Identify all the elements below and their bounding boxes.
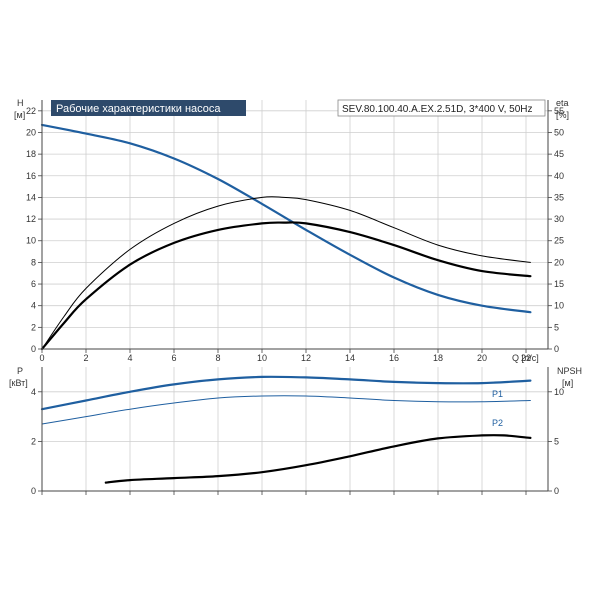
tick-label-right: 45 (554, 149, 564, 159)
tick-label-x: 22 (521, 353, 531, 363)
series-line-npsh (104, 434, 532, 484)
tick-label-right: 50 (554, 127, 564, 137)
tick-label-x: 10 (257, 353, 267, 363)
bottom-y-left-unit: [кВт] (9, 378, 28, 388)
chart-subtitle: SEV.80.100.40.A.EX.2.51D, 3*400 V, 50Hz (342, 104, 533, 115)
y-right-label: eta (556, 98, 569, 108)
tick-label-right: 55 (554, 106, 564, 116)
series-line-h (40, 123, 532, 314)
tick-label-x: 14 (345, 353, 355, 363)
tick-label-right: 0 (554, 344, 559, 354)
series-label-p1: P1 (492, 389, 503, 399)
tick-label-left: 18 (26, 149, 36, 159)
title-box (51, 100, 246, 116)
tick-label-left: 16 (26, 171, 36, 181)
series-line-eta-thin (41, 196, 531, 350)
tick-label-right: 35 (554, 192, 564, 202)
bottom-y-right-label: NPSH (557, 366, 582, 376)
tick-label-right: 25 (554, 236, 564, 246)
tick-label-right: 30 (554, 214, 564, 224)
bottom-y-left-label: P (17, 366, 23, 376)
top-grid (42, 100, 548, 349)
bottom-y-right-unit: [м] (562, 378, 573, 388)
tick-label-left: 0 (31, 344, 36, 354)
tick-label-right: 10 (554, 301, 564, 311)
tick-label-right: 20 (554, 257, 564, 267)
tick-label-left: 20 (26, 127, 36, 137)
tick-label-left: 22 (26, 106, 36, 116)
tick-label-right: 40 (554, 171, 564, 181)
series-label-p2: P2 (492, 418, 503, 428)
tick-label-x: 16 (389, 353, 399, 363)
tick-label-x: 18 (433, 353, 443, 363)
tick-label-left: 10 (26, 236, 36, 246)
tick-label-left: 6 (31, 279, 36, 289)
tick-label-left: 4 (31, 301, 36, 311)
top-panel: 0246810121416182022051015202530354045505… (14, 98, 569, 363)
tick-label-x: 8 (215, 353, 220, 363)
tick-label-left: 4 (31, 387, 36, 397)
tick-label-left: 14 (26, 192, 36, 202)
tick-label-right: 15 (554, 279, 564, 289)
tick-label-right: 10 (554, 387, 564, 397)
tick-label-left: 2 (31, 322, 36, 332)
top-series (40, 123, 532, 351)
top-ticks: 0246810121416182022051015202530354045505… (26, 106, 564, 363)
tick-label-x: 20 (477, 353, 487, 363)
tick-label-right: 0 (554, 486, 559, 496)
x-axis-label: Q [л/с] (512, 353, 539, 363)
tick-label-x: 2 (83, 353, 88, 363)
y-right-unit: [%] (556, 110, 569, 120)
tick-label-left: 2 (31, 436, 36, 446)
tick-label-right: 5 (554, 322, 559, 332)
series-line-eta-bold (40, 221, 532, 351)
model-box (337, 99, 546, 117)
tick-label-left: 12 (26, 214, 36, 224)
series-line-p1 (40, 375, 532, 411)
bottom-plot-area (42, 367, 548, 491)
series-line-p2 (41, 395, 531, 425)
tick-label-x: 6 (171, 353, 176, 363)
bottom-panel: 0 2 4 0 5 10 P [кВт] NPSH [м] P1 P2 (9, 366, 582, 496)
tick-label-x: 0 (39, 353, 44, 363)
y-left-unit: [м] (14, 110, 25, 120)
y-left-label: H (17, 98, 24, 108)
bottom-ticks: 0 2 4 0 5 10 (31, 387, 564, 496)
chart-title: Рабочие характеристики насоса (56, 103, 221, 115)
tick-label-right: 5 (554, 436, 559, 446)
tick-label-left: 8 (31, 257, 36, 267)
tick-label-x: 12 (301, 353, 311, 363)
tick-label-x: 4 (127, 353, 132, 363)
tick-label-left: 0 (31, 486, 36, 496)
bottom-series (40, 375, 532, 484)
